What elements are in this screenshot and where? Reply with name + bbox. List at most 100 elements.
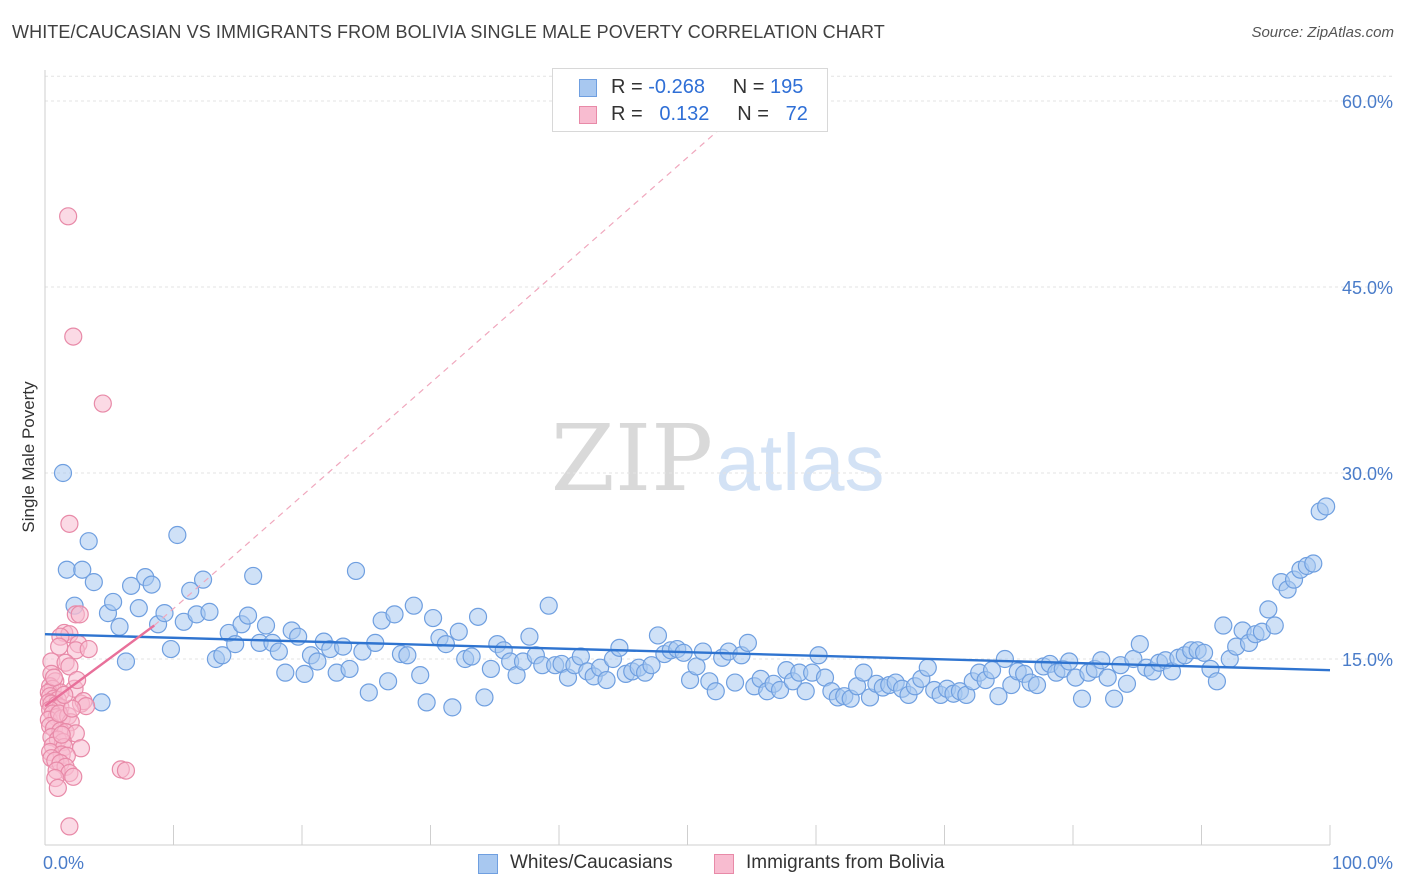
y-axis-label: Single Male Poverty	[19, 381, 38, 533]
data-point	[57, 560, 76, 579]
data-point	[1027, 675, 1047, 695]
legend-label-whites: Whites/Caucasians	[510, 852, 673, 873]
data-point	[1098, 668, 1117, 687]
y-tick-label: 45.0%	[1342, 278, 1393, 298]
series-bolivia	[39, 207, 136, 836]
data-point	[276, 663, 295, 682]
data-point	[1214, 616, 1233, 635]
y-tick-label: 15.0%	[1342, 650, 1393, 670]
data-point	[398, 646, 417, 665]
data-point	[1265, 616, 1284, 635]
data-point	[1092, 651, 1111, 670]
y-tick-label: 60.0%	[1342, 92, 1393, 112]
trend-line-bolivia	[44, 624, 155, 708]
x-tick-label: 100.0%	[1332, 853, 1393, 873]
stats-legend: R = -0.268 N = 195 R = 0.132 N = 72	[552, 68, 828, 132]
data-point	[79, 639, 98, 659]
legend-r-value: -0.268	[648, 76, 705, 98]
data-point	[411, 666, 430, 685]
data-point	[238, 606, 258, 625]
data-point	[725, 673, 745, 692]
data-point	[1060, 652, 1079, 671]
legend-n-value: 195	[770, 76, 804, 98]
watermark-atlas: atlas	[716, 418, 885, 507]
data-point	[48, 778, 67, 798]
data-point	[64, 767, 83, 786]
watermark-zip: ZIP	[551, 405, 713, 512]
data-point	[60, 657, 79, 676]
legend-swatch-bolivia	[714, 854, 734, 874]
data-point	[854, 663, 873, 682]
data-point	[59, 207, 78, 226]
data-point	[520, 627, 539, 646]
data-point	[168, 525, 187, 545]
data-point	[256, 616, 276, 635]
data-point	[1259, 600, 1278, 619]
data-point	[53, 463, 73, 483]
data-point	[475, 688, 494, 707]
data-point	[989, 687, 1008, 706]
data-point	[449, 622, 468, 641]
data-point	[110, 617, 129, 636]
data-point	[1317, 497, 1336, 516]
data-point	[62, 699, 82, 718]
trend-lines	[44, 100, 1331, 708]
watermark: ZIP atlas	[551, 405, 885, 512]
data-point	[1207, 672, 1227, 691]
data-point	[84, 573, 103, 592]
data-point	[55, 685, 74, 705]
data-point	[193, 570, 213, 589]
legend-label-bolivia: Immigrants from Bolivia	[746, 852, 945, 873]
legend-swatch-bolivia	[579, 106, 597, 124]
data-point	[539, 596, 558, 615]
data-point	[213, 646, 232, 665]
legend-swatch-whites	[579, 79, 597, 97]
legend-r-label: R =	[611, 103, 643, 125]
data-point	[93, 394, 112, 413]
data-point	[129, 599, 148, 618]
data-point	[308, 652, 327, 671]
data-point	[423, 608, 443, 628]
data-point	[642, 656, 661, 675]
data-point	[73, 560, 92, 579]
x-tick-labels: 0.0% 100.0%	[43, 853, 1393, 873]
trend-extension-bolivia	[153, 100, 753, 626]
data-point	[770, 680, 790, 700]
data-point	[995, 649, 1014, 669]
data-point	[1105, 689, 1124, 708]
data-point	[346, 561, 366, 581]
data-point	[796, 682, 815, 701]
data-point	[121, 576, 141, 595]
y-tick-labels: 15.0% 30.0% 45.0% 60.0%	[1342, 92, 1393, 670]
data-point	[44, 668, 64, 687]
data-point	[155, 604, 174, 623]
data-point	[295, 664, 314, 683]
data-point	[1117, 674, 1137, 693]
data-point	[1130, 635, 1149, 654]
legend-swatch-whites	[478, 854, 498, 874]
data-point	[462, 647, 481, 666]
chart-title: WHITE/CAUCASIAN VS IMMIGRANTS FROM BOLIV…	[12, 22, 885, 42]
data-point	[340, 659, 359, 679]
legend-r-value: 0.132	[659, 103, 710, 125]
series-whites	[53, 463, 1336, 717]
data-point	[116, 652, 136, 671]
data-point	[116, 761, 136, 780]
legend-n-value: 72	[785, 103, 808, 125]
data-point	[738, 633, 757, 652]
data-point	[64, 327, 83, 346]
legend-n-label: N =	[732, 76, 765, 98]
data-point	[70, 605, 89, 624]
data-point	[161, 639, 181, 659]
data-point	[648, 626, 668, 645]
data-point	[269, 642, 288, 661]
data-point	[610, 638, 629, 657]
data-point	[378, 672, 398, 691]
data-point	[142, 575, 161, 594]
data-point	[181, 581, 200, 600]
source-label: Source: ZipAtlas.com	[1251, 24, 1394, 41]
legend-n-label: N =	[737, 103, 769, 125]
data-point	[60, 817, 79, 836]
data-point	[443, 698, 462, 717]
data-point	[468, 607, 488, 626]
